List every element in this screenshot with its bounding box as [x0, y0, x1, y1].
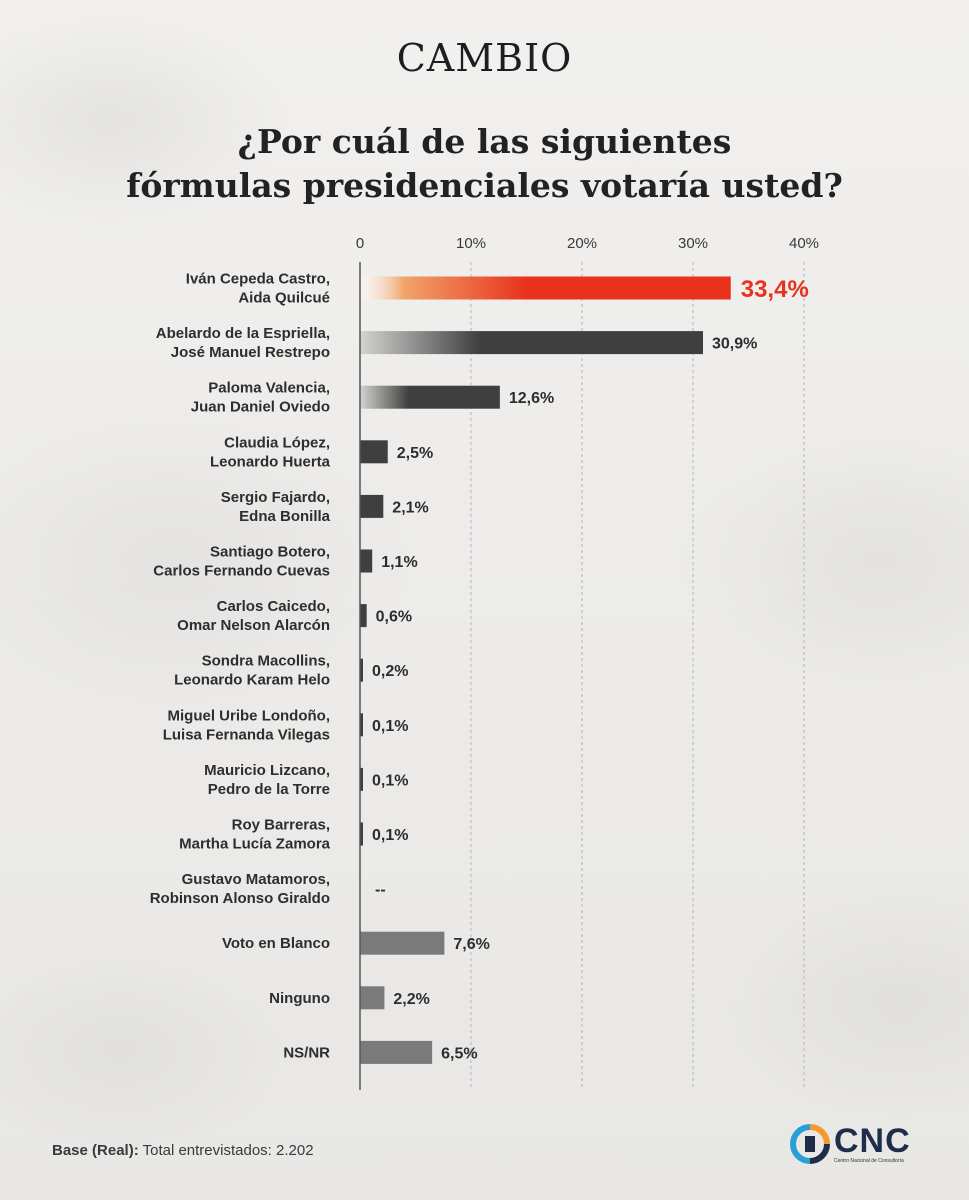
x-tick-label: 0	[356, 235, 364, 252]
category-label: Gustavo Matamoros, Robinson Alonso Girald…	[150, 871, 330, 907]
title-line-2: fórmulas presidenciales votaría usted?	[126, 166, 843, 205]
bar	[360, 494, 384, 518]
cnc-logo: CNC Centro Nacional de Consultoría	[790, 1124, 911, 1164]
category-label: Claudia López, Leonardo Huerta	[210, 434, 331, 470]
value-label: 2,1%	[392, 499, 428, 516]
bar	[360, 767, 363, 791]
bar	[360, 658, 363, 682]
category-label: Miguel Uribe Londoño, Luisa Fernanda Vile…	[163, 707, 330, 743]
category-label: Iván Cepeda Castro, Aida Quilcué	[186, 271, 330, 307]
bar	[360, 931, 445, 955]
x-tick-label: 30%	[678, 235, 708, 252]
x-tick-label: 10%	[456, 235, 486, 252]
base-note: Base (Real): Total entrevistados: 2.202	[52, 1142, 314, 1159]
category-label: Roy Barreras, Martha Lucía Zamora	[179, 817, 331, 853]
title-line-1: ¿Por cuál de las siguientes	[237, 122, 732, 161]
chart-title: ¿Por cuál de las siguientes fórmulas pre…	[0, 120, 969, 208]
value-label: 0,6%	[376, 609, 412, 626]
value-label: 0,1%	[372, 827, 408, 844]
bar	[360, 549, 373, 573]
value-label: 6,5%	[441, 1045, 477, 1062]
bar	[360, 1040, 433, 1064]
base-text: Total entrevistados: 2.202	[138, 1142, 314, 1159]
category-label: Voto en Blanco	[222, 935, 330, 952]
base-label: Base (Real):	[52, 1142, 139, 1159]
value-label: 7,6%	[453, 936, 489, 953]
value-label: 0,2%	[372, 663, 408, 680]
category-label: Ninguno	[269, 990, 330, 1007]
bar	[360, 385, 500, 409]
bar	[360, 331, 703, 355]
category-label: Santiago Botero, Carlos Fernando Cuevas	[153, 544, 330, 580]
value-label: 12,6%	[509, 390, 554, 407]
bar	[360, 713, 363, 737]
category-label: Carlos Caicedo, Omar Nelson Alarcón	[177, 598, 330, 634]
bar	[360, 440, 388, 464]
value-label: --	[375, 882, 386, 899]
category-label: Paloma Valencia, Juan Daniel Oviedo	[191, 380, 330, 416]
category-label: Mauricio Lizcano, Pedro de la Torre	[204, 762, 330, 798]
x-tick-label: 40%	[789, 235, 819, 252]
category-label: Abelardo de la Espriella, José Manuel Res…	[156, 325, 330, 361]
value-label: 2,2%	[393, 991, 429, 1008]
cnc-name: CNC	[834, 1122, 911, 1160]
value-label: 0,1%	[372, 772, 408, 789]
value-label: 30,9%	[712, 336, 757, 353]
bar	[360, 604, 367, 628]
bar	[360, 276, 731, 300]
value-label: 0,1%	[372, 718, 408, 735]
bar	[360, 822, 363, 846]
category-label: Sondra Macollins, Leonardo Karam Helo	[174, 653, 330, 689]
category-label: Sergio Fajardo, Edna Bonilla	[221, 489, 331, 525]
value-label: 1,1%	[381, 554, 417, 571]
category-label: NS/NR	[283, 1044, 330, 1061]
brand-logo: CAMBIO	[396, 36, 573, 80]
cnc-logo-icon	[790, 1124, 830, 1164]
bar	[360, 986, 385, 1010]
bar-chart: 0 10% 20% 30% 40% Iván Cepeda Castro, Aida Qui…	[150, 235, 819, 1090]
x-tick-label: 20%	[567, 235, 597, 252]
value-label: 2,5%	[397, 445, 433, 462]
cnc-subtitle: Centro Nacional de Consultoría	[834, 1158, 904, 1164]
value-label: 33,4%	[741, 276, 809, 303]
